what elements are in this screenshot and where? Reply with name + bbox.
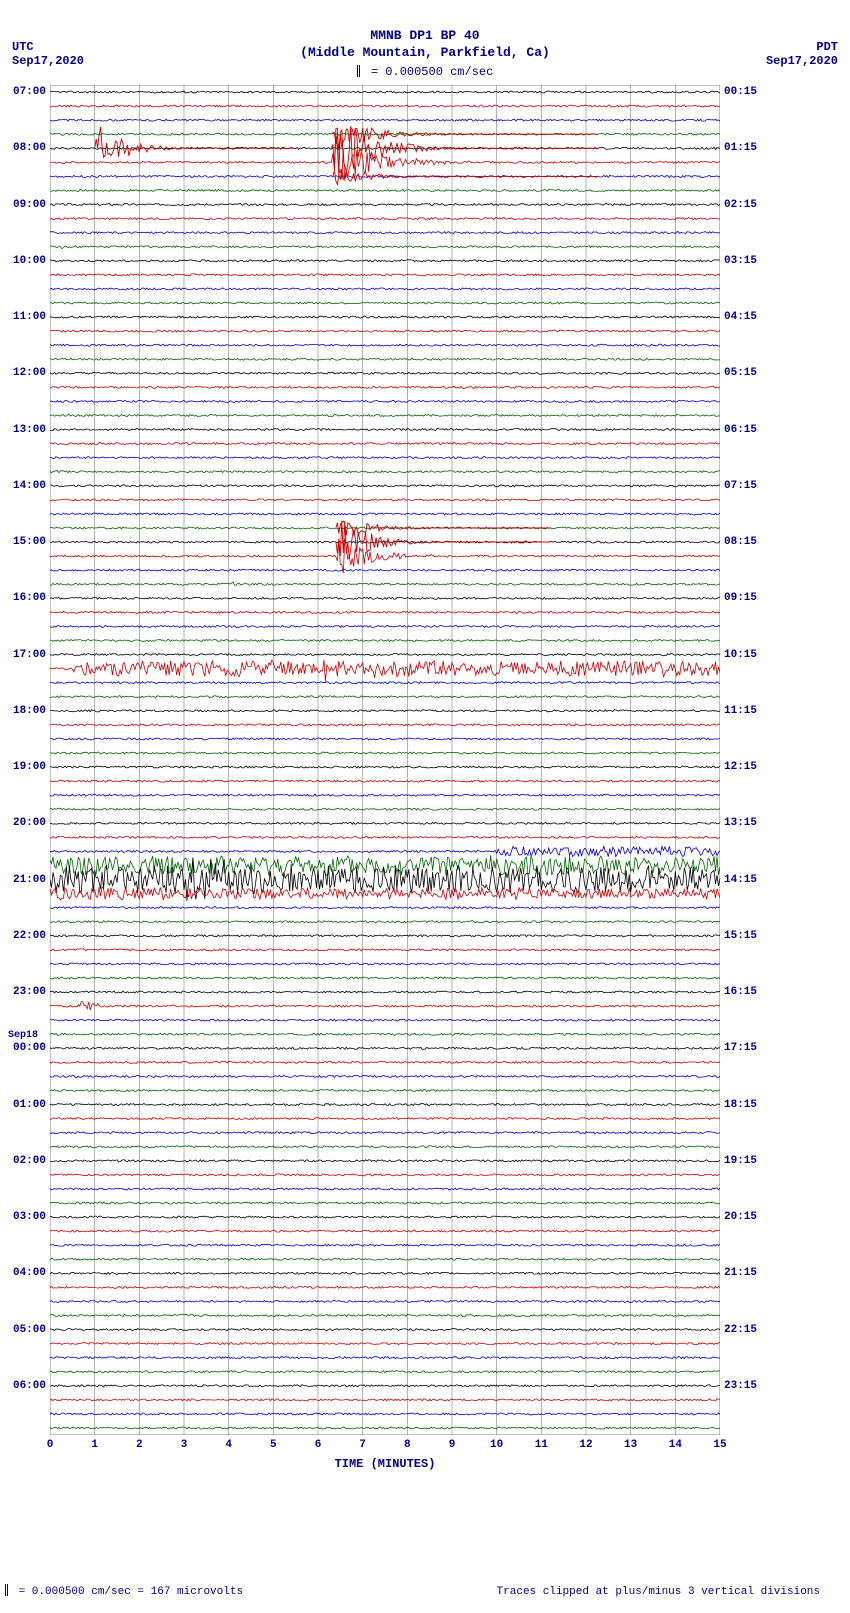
left-hour-label: 11:00 [2, 311, 46, 323]
x-tick-label: 3 [181, 1439, 188, 1451]
scale-note-text: = 0.000500 cm/sec [371, 65, 493, 79]
left-hour-label: 15:00 [2, 536, 46, 548]
x-tick-label: 6 [315, 1439, 322, 1451]
left-hour-label: 05:00 [2, 1324, 46, 1336]
right-hour-label: 07:15 [724, 480, 768, 492]
title-line2: (Middle Mountain, Parkfield, Ca) [0, 45, 850, 62]
x-tick-label: 4 [225, 1439, 232, 1451]
right-hour-label: 15:15 [724, 930, 768, 942]
right-hour-label: 16:15 [724, 986, 768, 998]
right-hour-label: 09:15 [724, 592, 768, 604]
x-tick-label: 0 [47, 1439, 54, 1451]
footer-left-text: = 0.000500 cm/sec = 167 microvolts [19, 1586, 243, 1598]
right-hour-label: 10:15 [724, 649, 768, 661]
seismogram-plot [50, 85, 720, 1435]
left-hour-label: 20:00 [2, 817, 46, 829]
left-hour-label: 19:00 [2, 761, 46, 773]
left-hour-label: 02:00 [2, 1155, 46, 1167]
left-hour-label: 10:00 [2, 255, 46, 267]
chart-header: MMNB DP1 BP 40 (Middle Mountain, Parkfie… [0, 28, 850, 62]
right-hour-label: 22:15 [724, 1324, 768, 1336]
x-tick-label: 14 [669, 1439, 682, 1451]
plot-svg [50, 85, 720, 1435]
left-hour-label: 01:00 [2, 1099, 46, 1111]
x-tick-label: 9 [449, 1439, 456, 1451]
right-hour-label: 01:15 [724, 142, 768, 154]
right-hour-label: 12:15 [724, 761, 768, 773]
x-tick-label: 8 [404, 1439, 411, 1451]
x-tick-label: 7 [359, 1439, 366, 1451]
right-hour-label: 04:15 [724, 311, 768, 323]
right-hour-label: 13:15 [724, 817, 768, 829]
x-tick-label: 11 [535, 1439, 548, 1451]
right-hour-label: 06:15 [724, 424, 768, 436]
footer-left: = 0.000500 cm/sec = 167 microvolts [5, 1585, 243, 1598]
left-hour-label: 09:00 [2, 199, 46, 211]
left-hour-label: 22:00 [2, 930, 46, 942]
right-hour-label: 08:15 [724, 536, 768, 548]
left-hour-label: 14:00 [2, 480, 46, 492]
footer-right: Traces clipped at plus/minus 3 vertical … [497, 1586, 820, 1598]
left-hour-label: 08:00 [2, 142, 46, 154]
x-tick-label: 5 [270, 1439, 277, 1451]
scale-note: = 0.000500 cm/sec [0, 65, 850, 79]
right-hour-label: 03:15 [724, 255, 768, 267]
x-axis-title: TIME (MINUTES) [50, 1457, 720, 1471]
left-day-break-label: Sep18 [8, 1030, 38, 1041]
right-hour-label: 02:15 [724, 199, 768, 211]
left-hour-label: 04:00 [2, 1267, 46, 1279]
right-hour-label: 05:15 [724, 367, 768, 379]
right-hour-label: 18:15 [724, 1099, 768, 1111]
right-hour-label: 11:15 [724, 705, 768, 717]
x-tick-label: 12 [579, 1439, 592, 1451]
title-line1: MMNB DP1 BP 40 [0, 28, 850, 45]
right-hour-label: 21:15 [724, 1267, 768, 1279]
footer-scale-bar-icon [5, 1584, 8, 1596]
left-hour-label: 23:00 [2, 986, 46, 998]
right-hour-label: 20:15 [724, 1211, 768, 1223]
seismogram-container: UTC Sep17,2020 PDT Sep17,2020 MMNB DP1 B… [0, 0, 850, 1613]
right-hour-label: 19:15 [724, 1155, 768, 1167]
scale-bar-icon [357, 65, 360, 77]
right-hour-label: 23:15 [724, 1380, 768, 1392]
left-hour-label: 07:00 [2, 86, 46, 98]
x-tick-label: 1 [91, 1439, 98, 1451]
x-tick-label: 10 [490, 1439, 503, 1451]
right-hour-label: 14:15 [724, 874, 768, 886]
right-hour-label: 00:15 [724, 86, 768, 98]
x-tick-label: 13 [624, 1439, 637, 1451]
left-hour-label: 03:00 [2, 1211, 46, 1223]
left-hour-label: 21:00 [2, 874, 46, 886]
left-hour-label: 18:00 [2, 705, 46, 717]
left-hour-label: 17:00 [2, 649, 46, 661]
x-axis: 0123456789101112131415 TIME (MINUTES) [50, 1435, 720, 1495]
left-hour-label: 12:00 [2, 367, 46, 379]
left-hour-label: 00:00 [2, 1042, 46, 1054]
x-tick-label: 2 [136, 1439, 143, 1451]
left-hour-label: 16:00 [2, 592, 46, 604]
left-hour-label: 13:00 [2, 424, 46, 436]
right-hour-label: 17:15 [724, 1042, 768, 1054]
left-hour-label: 06:00 [2, 1380, 46, 1392]
x-tick-label: 15 [713, 1439, 726, 1451]
